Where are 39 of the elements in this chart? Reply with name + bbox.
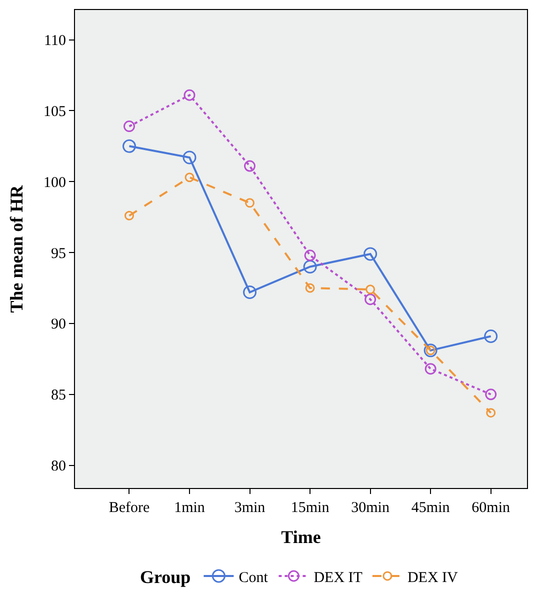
legend-title: Group	[140, 567, 191, 588]
y-tick-label: 90	[51, 316, 66, 333]
x-axis-title: Time	[281, 527, 321, 548]
point	[485, 388, 497, 400]
y-tick-label: 105	[44, 104, 66, 120]
x-tick-label: 60min	[472, 500, 511, 516]
point	[244, 160, 256, 172]
x-tick-label: 3min	[234, 500, 266, 516]
point	[484, 329, 498, 343]
point	[303, 260, 317, 274]
legend-label: DEX IT	[314, 570, 362, 586]
y-tick-label: 95	[51, 246, 66, 262]
point	[366, 284, 376, 294]
y-axis-title: The mean of HR	[6, 184, 27, 313]
point	[124, 210, 134, 220]
point	[184, 89, 196, 101]
x-tick-label: 30min	[351, 500, 390, 516]
point	[243, 286, 257, 300]
y-tick-label: 110	[44, 33, 66, 50]
point	[364, 294, 376, 306]
legend-label: Cont	[238, 570, 269, 586]
point	[123, 120, 135, 132]
y-tick-label: 80	[51, 458, 66, 475]
x-tick-label: 15min	[290, 500, 330, 516]
y-tick-label: 85	[51, 388, 66, 404]
x-tick-label: 45min	[411, 500, 450, 516]
point	[486, 408, 496, 418]
point	[182, 150, 196, 164]
point	[184, 172, 194, 182]
point	[304, 250, 316, 262]
point	[305, 283, 315, 293]
point	[245, 198, 255, 208]
legend-label: DEX IV	[407, 570, 458, 586]
point	[122, 139, 136, 153]
y-tick-label: 100	[44, 174, 66, 191]
x-tick-label: 1min	[174, 500, 206, 516]
x-tick-label: Before	[108, 500, 150, 516]
point	[424, 363, 436, 375]
point	[364, 247, 378, 261]
